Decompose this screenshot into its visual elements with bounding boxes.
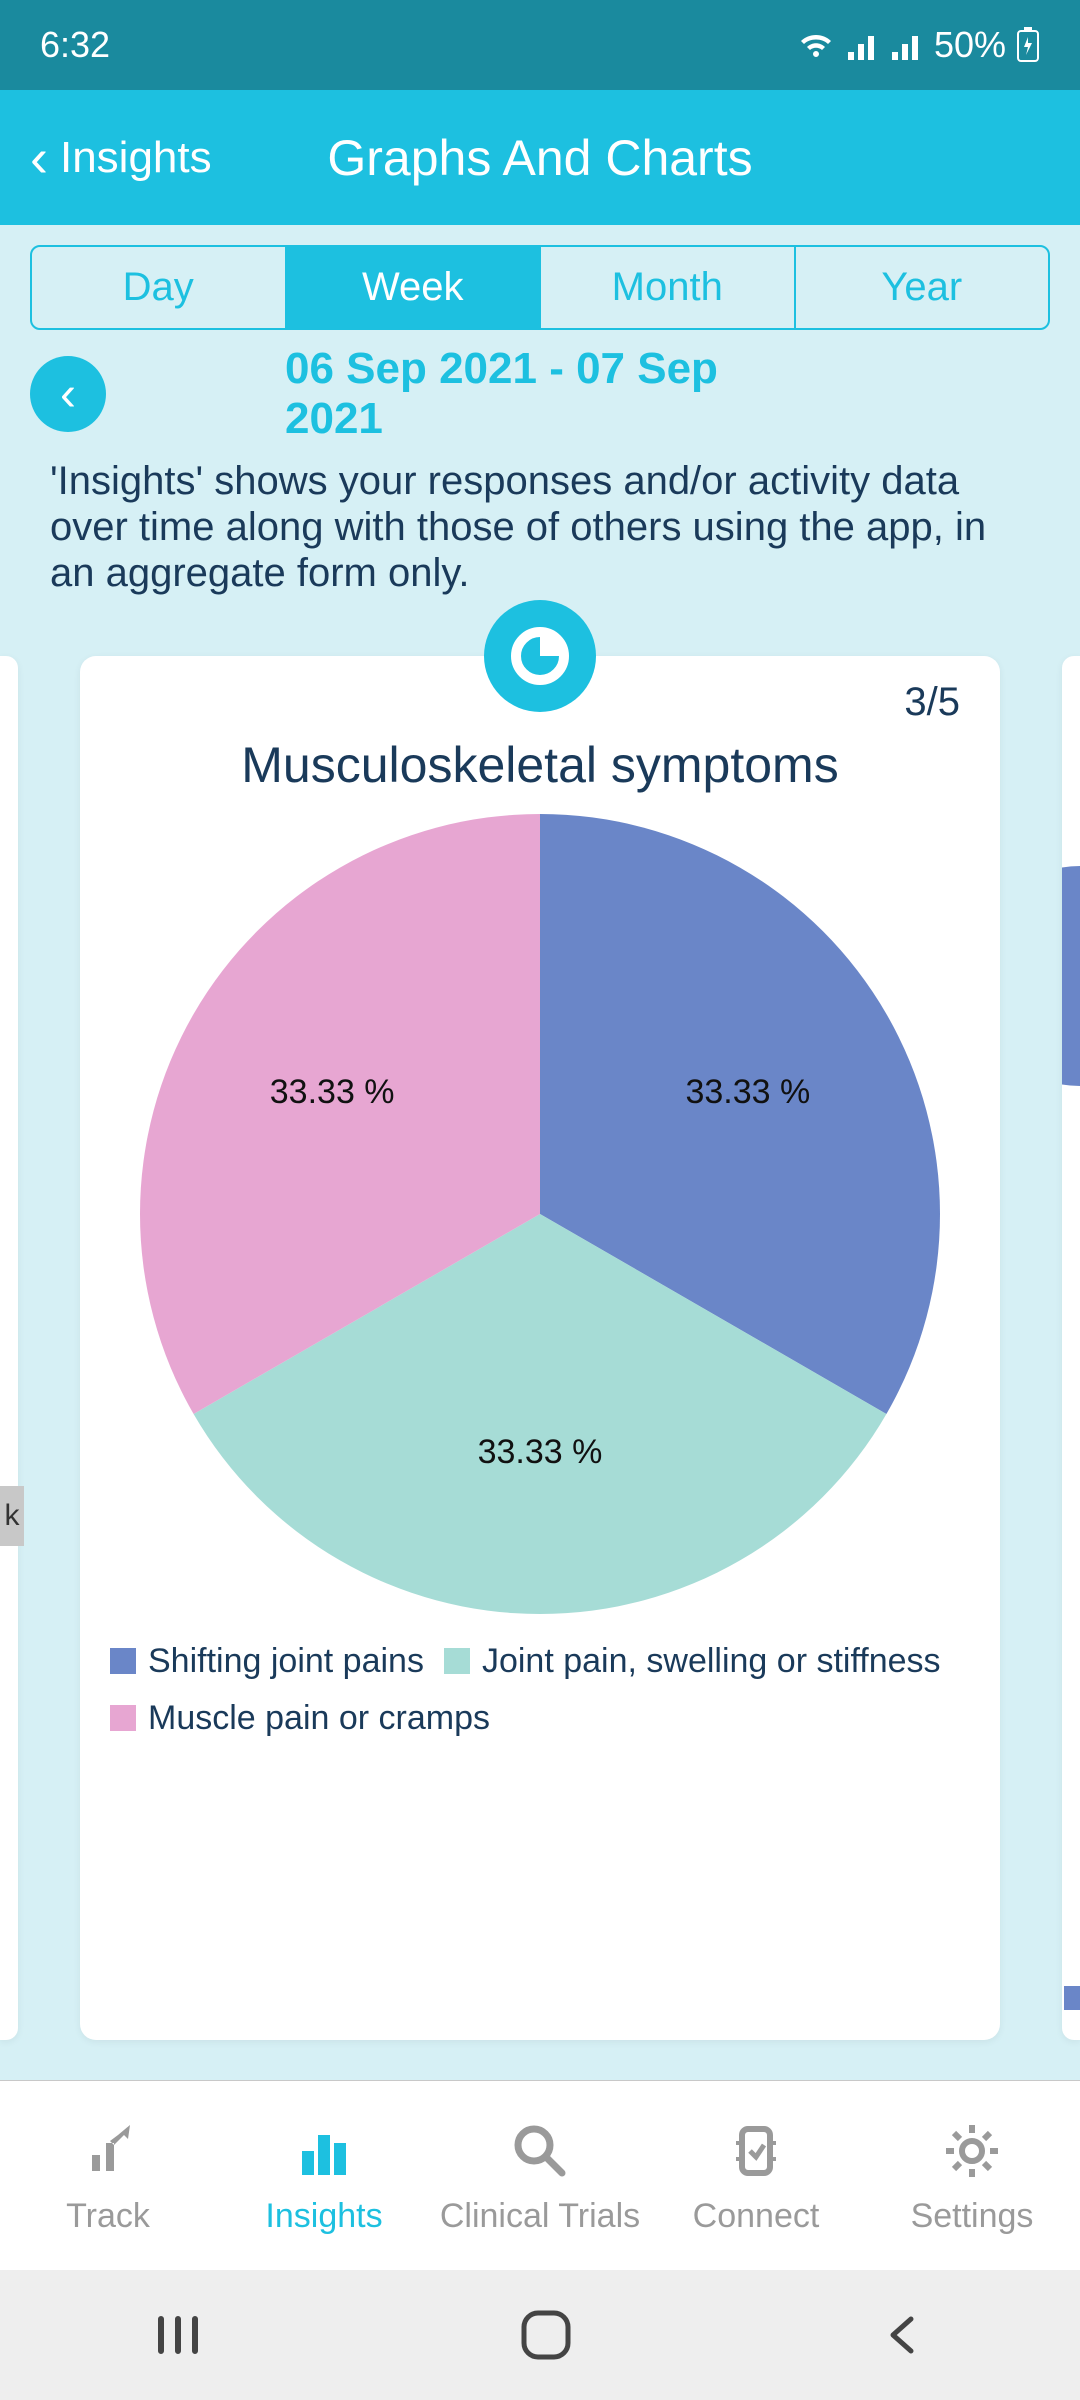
nav-label: Clinical Trials [440,2197,640,2236]
segment-week[interactable]: Week [287,247,542,328]
legend-item: Muscle pain or cramps [110,1691,490,1745]
card-carousel[interactable]: k 3/5 Musculoskeletal symptoms 33.33 %33… [0,616,1080,2080]
legend-label: Shifting joint pains [148,1634,424,1688]
back-button-system[interactable] [879,2311,927,2359]
battery-icon [1016,27,1040,63]
nav-label: Settings [911,2197,1034,2236]
slice-label: 33.33 % [685,1073,810,1111]
pie-chart-icon [484,600,596,712]
bottom-navigation: Track Insights Clinical Trials Connect Setti… [0,2080,1080,2270]
page-title: Graphs And Charts [327,129,752,187]
legend-swatch [110,1705,136,1731]
nav-label: Insights [265,2197,382,2236]
nav-clinical[interactable]: Clinical Trials [432,2081,648,2270]
nav-settings[interactable]: Settings [864,2081,1080,2270]
connect-icon [720,2115,792,2187]
wifi-icon [796,29,836,61]
battery-text: 50% [934,24,1006,66]
next-card-peek[interactable] [1062,656,1080,2040]
nav-label: Track [66,2197,150,2236]
back-label: Insights [60,133,212,183]
chevron-left-icon: ‹ [30,127,48,189]
recents-button[interactable] [153,2311,213,2359]
pie-chart: 33.33 % 33.33 % 33.33 % [110,814,970,1614]
legend-label: Joint pain, swelling or stiffness [482,1634,941,1688]
status-bar: 6:32 50% [0,0,1080,90]
nav-connect[interactable]: Connect [648,2081,864,2270]
settings-icon [936,2115,1008,2187]
previous-card-peek[interactable] [0,656,18,2040]
slice-label: 33.33 % [270,1073,395,1111]
back-button[interactable]: ‹ Insights [0,127,212,189]
home-button[interactable] [518,2307,574,2363]
legend-item: Shifting joint pains [110,1634,424,1688]
app-header: ‹ Insights Graphs And Charts [0,90,1080,225]
clinical-icon [504,2115,576,2187]
legend-swatch [444,1648,470,1674]
legend-swatch [110,1648,136,1674]
chevron-left-icon: ‹ [60,367,76,422]
signal-icon-2 [890,30,924,60]
nav-track[interactable]: Track [0,2081,216,2270]
nav-label: Connect [693,2197,820,2236]
segment-year[interactable]: Year [796,247,1049,328]
status-time: 6:32 [40,24,110,66]
slice-label: 33.33 % [478,1433,603,1471]
card-counter: 3/5 [904,680,960,725]
legend-item: Joint pain, swelling or stiffness [444,1634,941,1688]
previous-period-button[interactable]: ‹ [30,356,106,432]
segment-month[interactable]: Month [541,247,796,328]
nav-insights[interactable]: Insights [216,2081,432,2270]
insights-description: 'Insights' shows your responses and/or a… [50,458,1030,596]
chart-title: Musculoskeletal symptoms [110,736,970,794]
legend-label: Muscle pain or cramps [148,1691,490,1745]
chart-card: 3/5 Musculoskeletal symptoms 33.33 %33.3… [80,656,1000,2040]
date-range-text: 06 Sep 2021 - 07 Sep 2021 [285,344,795,444]
insights-icon [288,2115,360,2187]
status-icons: 50% [796,24,1040,66]
time-range-segmented-control: DayWeekMonthYear [30,245,1050,330]
content-area: DayWeekMonthYear ‹ 06 Sep 2021 - 07 Sep … [0,225,1080,2080]
date-range-row: ‹ 06 Sep 2021 - 07 Sep 2021 [30,350,1050,438]
track-icon [72,2115,144,2187]
chart-legend: Shifting joint pains Joint pain, swelling… [110,1634,970,1747]
previous-card-peek-label: k [0,1486,24,1546]
segment-day[interactable]: Day [32,247,287,328]
signal-icon [846,30,880,60]
android-system-nav [0,2270,1080,2400]
